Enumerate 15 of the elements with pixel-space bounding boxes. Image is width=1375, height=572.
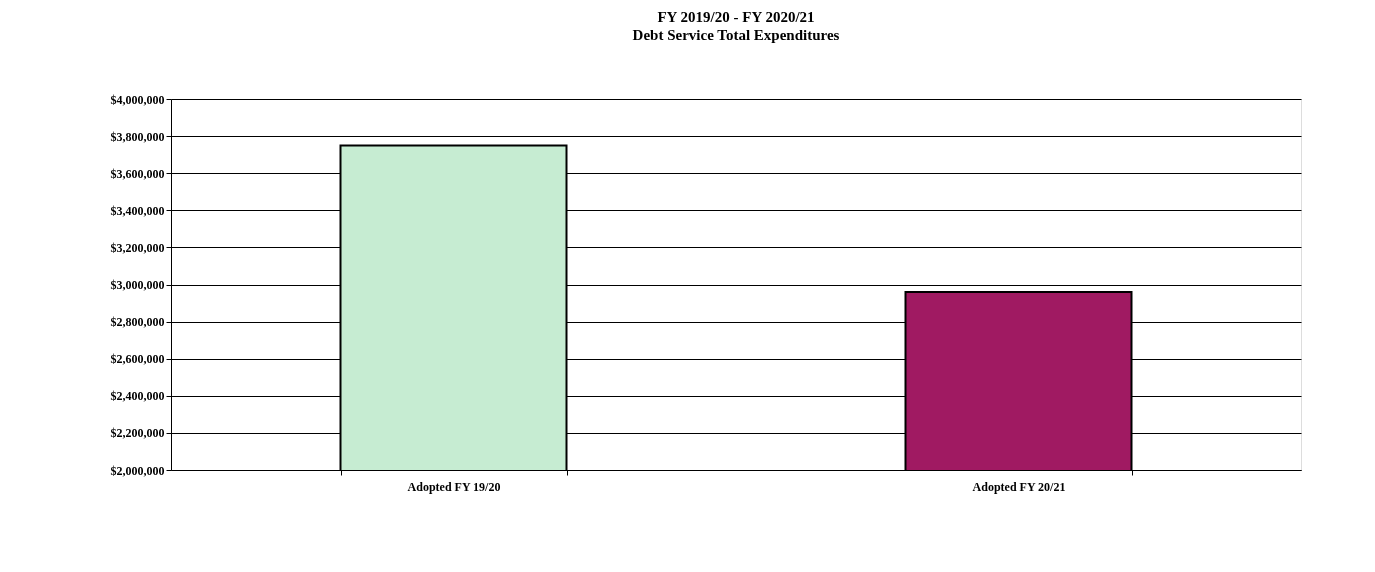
y-tick-label: $3,000,000 — [110, 278, 165, 292]
y-tick-label: $3,400,000 — [110, 203, 165, 218]
text: FY 2019/20 - FY 2020/21 — [657, 9, 815, 25]
y-tick-label: $4,000,000 — [110, 92, 165, 107]
y-tick-label: $2,800,000 — [110, 315, 165, 330]
x-tick-label: Adopted FY 20/21 — [972, 479, 1066, 494]
y-tick-label: $3,200,000 — [110, 240, 165, 255]
y-tick-label: $2,000,000 — [110, 463, 165, 478]
y-tick-label: $2,600,000 — [110, 352, 165, 367]
text: Debt Service Total Expenditures — [632, 27, 840, 43]
x-tick-label: Adopted FY 19/20 — [407, 479, 501, 494]
y-tick-label: $2,400,000 — [110, 389, 165, 404]
y-tick-label: $3,800,000 — [110, 129, 165, 144]
y-tick-label: $3,600,000 — [110, 166, 165, 181]
y-tick-label: $2,200,000 — [110, 426, 165, 441]
